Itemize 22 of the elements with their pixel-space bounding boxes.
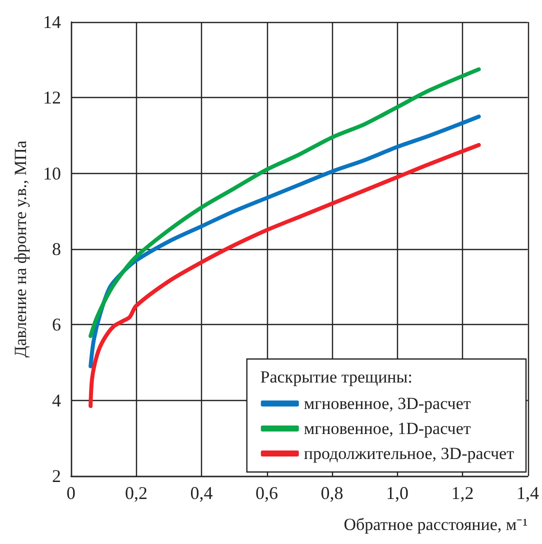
y-tick-label: 2 [52, 466, 61, 486]
x-tick-label: 0 [66, 483, 76, 503]
x-tick-label: 0,4 [190, 483, 213, 503]
x-tick-label: 1,0 [386, 483, 408, 503]
x-tick-label: 1,4 [516, 483, 539, 503]
y-tick-label: 14 [43, 12, 61, 32]
x-tick-label: 0,2 [125, 483, 148, 503]
legend-label: мгновенное, 1D-расчет [304, 419, 472, 438]
y-tick-label: 8 [52, 239, 61, 259]
line-series [88, 67, 481, 338]
legend-title: Раскрытие трещины: [260, 367, 412, 386]
y-tick-label: 4 [52, 390, 61, 410]
x-tick-label: 1,2 [451, 483, 474, 503]
x-axis-title: Обратное расстояние, м⁻¹ [344, 515, 528, 534]
x-tick-label: 0,6 [256, 483, 278, 503]
y-axis-title: Давление на фронте у.в., МПа [11, 140, 30, 358]
y-tick-label: 6 [52, 314, 61, 335]
y-tick-label: 12 [43, 88, 61, 108]
legend-label: продолжительное, 3D-расчет [304, 444, 515, 463]
legend-label: мгновенное, 3D-расчет [304, 394, 472, 413]
x-tick-label: 0,8 [320, 483, 344, 503]
y-tick-label: 10 [43, 163, 61, 184]
